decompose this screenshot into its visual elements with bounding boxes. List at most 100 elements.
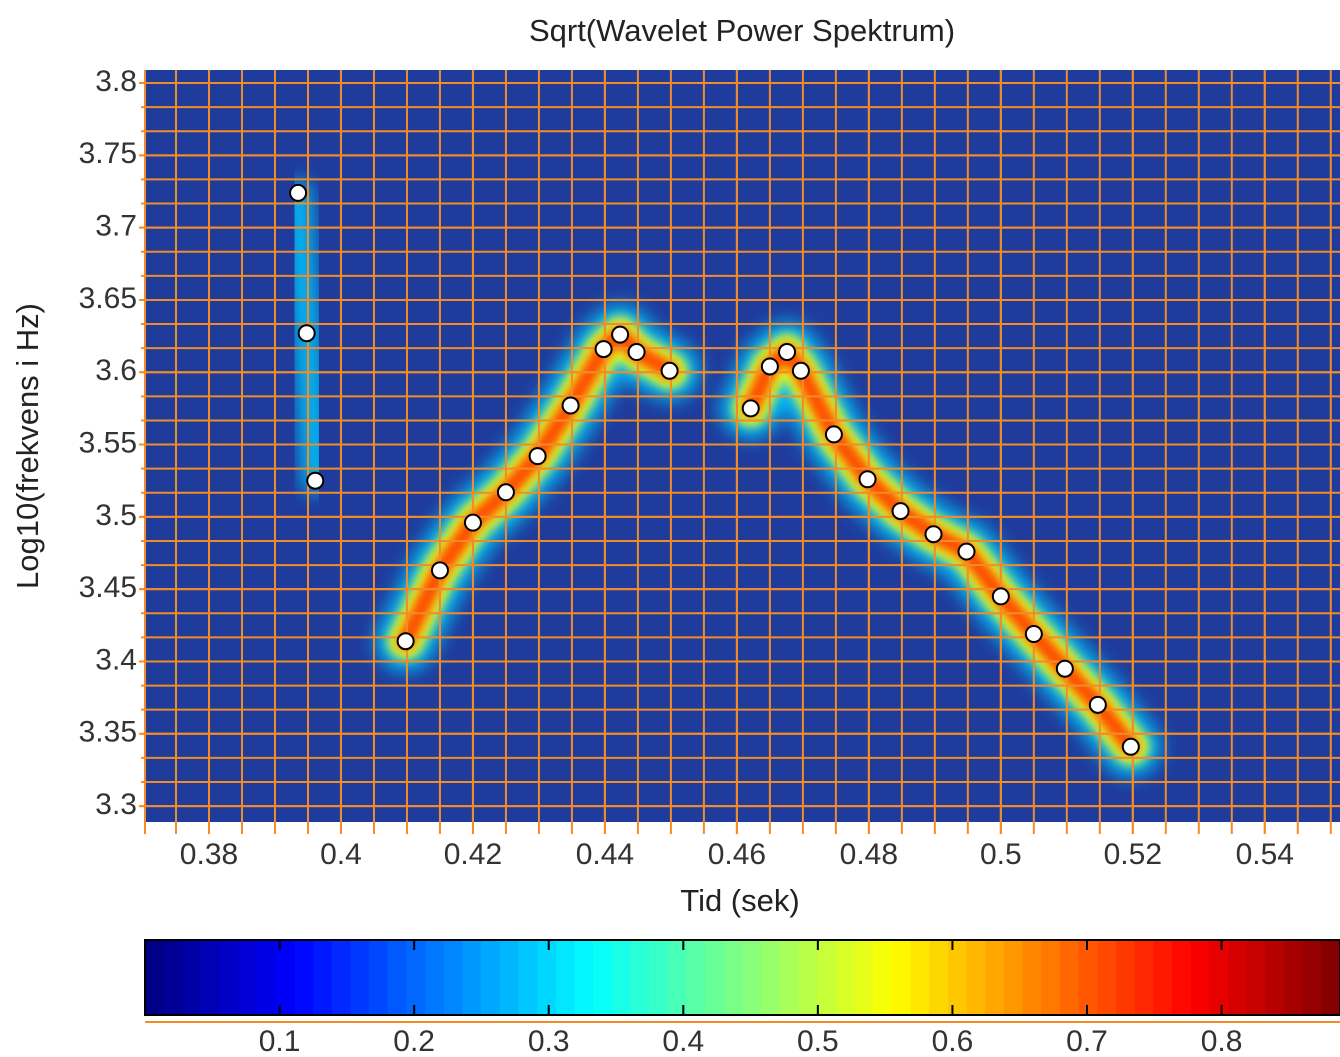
ridge-core: [396, 325, 679, 651]
colorbar-tick-label: 0.6: [932, 1025, 974, 1057]
colorbar-cell: [1115, 940, 1136, 1015]
y-tick-label: 3.7: [95, 210, 137, 243]
colorbar-tick-label: 0.7: [1066, 1025, 1108, 1057]
colorbar-cell: [313, 940, 333, 1015]
point: [778, 343, 797, 361]
point: [791, 361, 810, 380]
colorbar-cell: [1171, 940, 1192, 1015]
chart-title: Sqrt(Wavelet Power Spektrum): [529, 13, 955, 48]
x-tick-label: 0.4: [320, 838, 362, 871]
colorbar-cell: [518, 940, 538, 1015]
colorbar-cell: [201, 940, 221, 1015]
colorbar-cell: [1246, 940, 1266, 1015]
colorbar-cell: [1209, 940, 1229, 1015]
colorbar-cell: [1321, 940, 1340, 1015]
colorbar-cell: [779, 940, 800, 1015]
colorbar-cell: [257, 940, 277, 1015]
point: [306, 471, 325, 490]
colorbar-cell: [966, 940, 986, 1015]
y-tick-label: 3.8: [95, 65, 137, 98]
point: [957, 542, 976, 561]
colorbar-cell: [294, 940, 314, 1015]
colorbar-tick-label: 0.3: [528, 1025, 570, 1057]
point: [297, 324, 316, 343]
colorbar-cell: [1078, 940, 1098, 1015]
x-tick-label: 0.54: [1236, 838, 1294, 871]
colorbar-cell: [1022, 940, 1042, 1015]
y-tick-label: 3.55: [79, 426, 137, 459]
colorbar-cell: [443, 940, 464, 1015]
point: [594, 340, 613, 359]
y-tick-label: 3.4: [95, 643, 137, 676]
colorbar-cell: [686, 940, 706, 1015]
colorbar-cell: [630, 940, 650, 1015]
colorbar-cell: [723, 940, 744, 1015]
point: [824, 425, 843, 444]
point: [1088, 695, 1107, 714]
colorbar-cell: [891, 940, 912, 1015]
point: [891, 502, 910, 521]
point: [627, 343, 646, 361]
colorbar-cell: [350, 940, 370, 1015]
colorbar-cell: [462, 940, 482, 1015]
y-tick-label: 3.65: [79, 282, 137, 315]
colorbar-cell: [406, 940, 426, 1015]
x-axis-label: Tid (sek): [680, 883, 799, 918]
plot-background: [145, 70, 1340, 822]
colorbar-cell: [910, 940, 930, 1015]
y-tick-label: 3.45: [79, 571, 137, 604]
colorbar-tick-label: 0.8: [1201, 1025, 1243, 1057]
point: [496, 483, 515, 502]
y-axis-label: Log10(frekvens i Hz): [10, 303, 45, 589]
colorbar-tick-label: 0.5: [797, 1025, 839, 1057]
point: [1121, 737, 1140, 756]
colorbar-cell: [555, 940, 576, 1015]
point: [924, 525, 943, 544]
colorbar-cell: [929, 940, 949, 1015]
colorbar-cell: [854, 940, 874, 1015]
colorbar-cell: [1265, 940, 1285, 1015]
colorbar: 0.1 0.2 0.3 0.4 0.5 0.6 0.7 0.8: [144, 939, 1340, 1057]
x-tick-label: 0.42: [444, 838, 502, 871]
colorbar-cell: [593, 940, 613, 1015]
x-tick-label: 0.52: [1104, 838, 1162, 871]
colorbar-cell: [1041, 940, 1061, 1015]
point: [1024, 625, 1043, 643]
colorbar-cell: [1283, 940, 1304, 1015]
colorbar-cell: [798, 940, 818, 1015]
y-tick-label: 3.3: [95, 788, 137, 821]
x-tick-label: 0.44: [576, 838, 634, 871]
point: [430, 561, 449, 580]
colorbar-cell: [537, 940, 557, 1015]
colorbar-cell: [499, 940, 520, 1015]
point: [289, 183, 308, 202]
colorbar-tick-label: 0.1: [259, 1025, 301, 1057]
colorbar-cell: [947, 940, 968, 1015]
colorbar-cell: [705, 940, 725, 1015]
colorbar-cell: [145, 940, 165, 1015]
point: [528, 447, 547, 466]
colorbar-tick-label: 0.2: [393, 1025, 435, 1057]
colorbar-cell: [667, 940, 688, 1015]
colorbar-cell: [574, 940, 594, 1015]
x-tick-label: 0.5: [980, 838, 1022, 871]
colorbar-cell: [369, 940, 389, 1015]
colorbar-cell: [1227, 940, 1248, 1015]
colorbar-cell: [1134, 940, 1154, 1015]
colorbar-cell: [1003, 940, 1024, 1015]
point: [561, 396, 580, 415]
colorbar-cell: [182, 940, 202, 1015]
colorbar-cell: [1059, 940, 1080, 1015]
colorbar-cell: [1190, 940, 1210, 1015]
y-tick-label: 3.6: [95, 354, 137, 387]
colorbar-tick-label: 0.4: [662, 1025, 704, 1057]
x-tick-label: 0.38: [180, 838, 238, 871]
colorbar-frame: [144, 939, 1340, 1016]
point: [991, 587, 1010, 606]
x-tick-label: 0.46: [708, 838, 766, 871]
y-tick-label: 3.35: [79, 716, 137, 749]
point: [741, 399, 760, 418]
markers: [289, 183, 1140, 756]
colorbar-cell: [835, 940, 856, 1015]
